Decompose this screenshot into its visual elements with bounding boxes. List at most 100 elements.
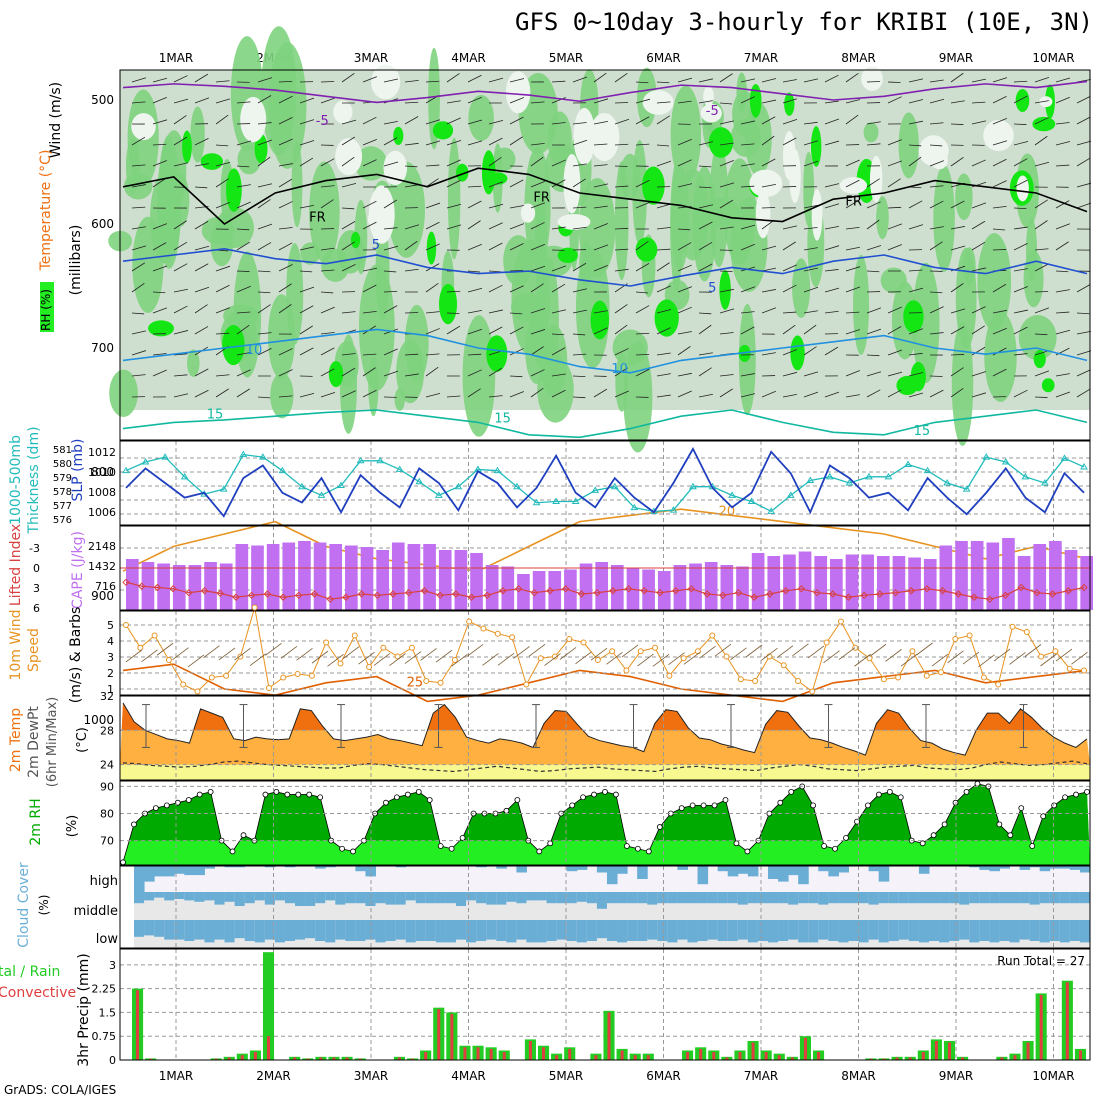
- rh-marker: [645, 848, 652, 855]
- wind-barb: [992, 228, 1006, 231]
- wind-barb: [299, 325, 313, 335]
- wind-barb: [341, 207, 355, 210]
- wind-barb: [215, 388, 229, 398]
- cloud-band-bg: [647, 892, 658, 920]
- wind-barb: [950, 354, 965, 356]
- wind-barb: [929, 185, 944, 188]
- rh-marker: [569, 802, 576, 809]
- wind-barb: [824, 183, 840, 188]
- cloud-low-bar: [315, 920, 326, 941]
- lifted-marker: [389, 590, 397, 598]
- wind-barb: [677, 77, 693, 83]
- slp-line: [125, 446, 1085, 518]
- wind-barb: [908, 352, 923, 356]
- rh-marker: [459, 835, 466, 841]
- wind-barb: [908, 287, 924, 293]
- thickness-marker: [669, 506, 678, 513]
- wind-barb: [194, 245, 210, 251]
- wind-barb: [194, 368, 209, 377]
- isotherm-10: [122, 328, 1088, 374]
- wind-barb: [1013, 80, 1028, 83]
- surface-wind-barb: [373, 653, 391, 666]
- thickness-marker: [298, 482, 306, 490]
- wind-barb: [404, 353, 419, 356]
- surface-wind-barb: [668, 652, 685, 666]
- temp-tick: 24: [100, 759, 114, 772]
- cloud-band-bg: [315, 892, 326, 920]
- wind-barb: [824, 140, 840, 146]
- wind-speed-marker: [923, 672, 930, 679]
- precip-convective-bar: [502, 1052, 506, 1060]
- cloud-band-bg: [224, 892, 236, 920]
- wind-barb: [509, 97, 524, 104]
- wind-barb: [740, 163, 755, 167]
- precip-convective-bar: [1000, 1057, 1004, 1060]
- wind-speed-marker: [895, 674, 902, 681]
- cape-bar: [939, 545, 953, 610]
- surface-wind-barb: [838, 647, 856, 660]
- cloud-low-bar: [566, 920, 578, 941]
- wind-barb: [509, 348, 524, 356]
- cloud-low-bar: [858, 920, 870, 943]
- precip-tick: 1.5: [99, 1006, 117, 1019]
- cloud-low-bar: [234, 920, 246, 939]
- wind-barb: [929, 160, 945, 167]
- cape-bar: [282, 542, 296, 610]
- cloud-low-bar: [516, 920, 527, 940]
- cloud-low-bar: [687, 920, 699, 943]
- wind-barb: [1034, 135, 1048, 146]
- axis-label-rh: RH (%): [39, 289, 53, 331]
- rh-contour-fill: [853, 254, 870, 355]
- cloud-middle-bar: [687, 892, 699, 904]
- wind-barb: [698, 241, 713, 251]
- wind-barb: [572, 76, 588, 83]
- wind-barb: [887, 349, 903, 356]
- cape-bar: [970, 541, 984, 610]
- cloud-high-bar: [878, 866, 890, 882]
- cloud-high-bar: [164, 866, 175, 877]
- wind-barb: [152, 223, 168, 230]
- cloud-low-bar: [989, 920, 1000, 943]
- wind-barb: [971, 392, 987, 398]
- thickness-marker: [239, 450, 248, 458]
- wind-speed-marker: [151, 632, 158, 639]
- wind-speed-marker: [423, 678, 430, 684]
- precip-convective-bar: [725, 1057, 729, 1060]
- rh-contour-low: [520, 203, 536, 223]
- cloud-middle-bar: [657, 892, 668, 904]
- wind-barb: [236, 201, 251, 209]
- wind-barb: [845, 73, 859, 83]
- rh-marker: [415, 788, 422, 795]
- cloud-band-bg: [737, 892, 749, 920]
- rh-contour-high: [784, 92, 795, 116]
- cloud-high-bar: [918, 866, 930, 874]
- rh-contour-high: [708, 127, 734, 158]
- cloud-band-bg: [778, 892, 789, 920]
- thickness-marker: [493, 466, 502, 474]
- wind-barb: [950, 283, 964, 293]
- cloud-band-bg: [828, 892, 839, 920]
- wind-barb: [971, 220, 986, 230]
- date-label-bottom: 5MAR: [549, 1069, 584, 1083]
- wind-barb: [698, 78, 714, 83]
- cloud-low-bar: [395, 920, 407, 940]
- wind-barb: [341, 311, 356, 314]
- rh-marker: [602, 788, 608, 795]
- surface-wind-barb: [606, 652, 623, 665]
- cloud-band-bg: [928, 892, 940, 920]
- lifted-marker: [420, 587, 429, 595]
- wind-barb: [614, 118, 630, 125]
- lifted-marker: [954, 590, 963, 598]
- wind-barb: [761, 352, 776, 356]
- cloud-band-bg: [274, 892, 286, 920]
- wind-barb: [908, 269, 923, 272]
- surface-wind-barb: [807, 645, 825, 659]
- axis-label-temp-a: 2m Temp: [8, 708, 24, 772]
- wind-barb: [572, 396, 586, 399]
- axis-label-pressure: (millibars): [68, 225, 84, 296]
- rh-marker: [624, 843, 630, 849]
- wind-barb: [614, 248, 629, 251]
- axis-label-cloud-unit: (%): [37, 895, 51, 916]
- cloud-low-bar: [707, 920, 719, 940]
- precip-convective-bar: [267, 1036, 271, 1060]
